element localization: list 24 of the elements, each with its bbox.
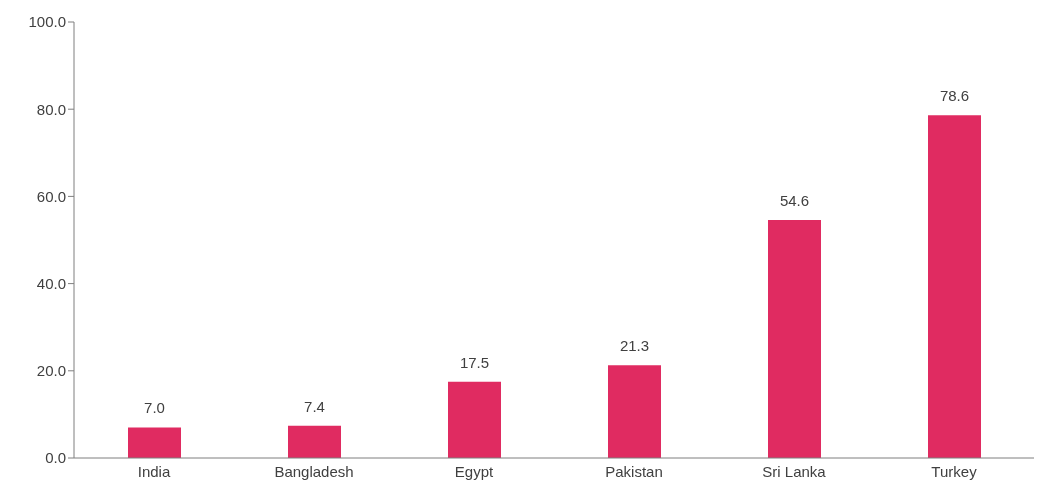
x-tick-label: Bangladesh [274, 462, 354, 480]
bar [448, 381, 501, 458]
data-label: 17.5 [459, 353, 490, 371]
y-tick-label: 80.0 [36, 100, 66, 118]
y-tick-label: 40.0 [36, 274, 66, 292]
y-tick-label: 100.0 [28, 13, 66, 31]
data-label: 7.0 [144, 399, 165, 417]
bar [928, 115, 981, 458]
y-tick-label: 0.0 [45, 449, 66, 467]
bar [608, 365, 661, 458]
x-tick-label: Turkey [931, 462, 978, 480]
bar [768, 219, 821, 458]
data-label: 54.6 [779, 191, 810, 209]
x-tick-label: India [137, 462, 171, 480]
y-tick-label: 20.0 [36, 362, 66, 380]
x-tick-label: Sri Lanka [762, 462, 827, 480]
data-label: 21.3 [619, 337, 650, 355]
x-tick-label: Egypt [454, 462, 495, 480]
data-label: 7.4 [304, 397, 325, 415]
x-tick-label: Pakistan [605, 462, 663, 480]
bar [288, 425, 341, 458]
data-label: 78.6 [939, 87, 970, 105]
bar [128, 427, 181, 458]
y-tick-label: 60.0 [36, 187, 66, 205]
